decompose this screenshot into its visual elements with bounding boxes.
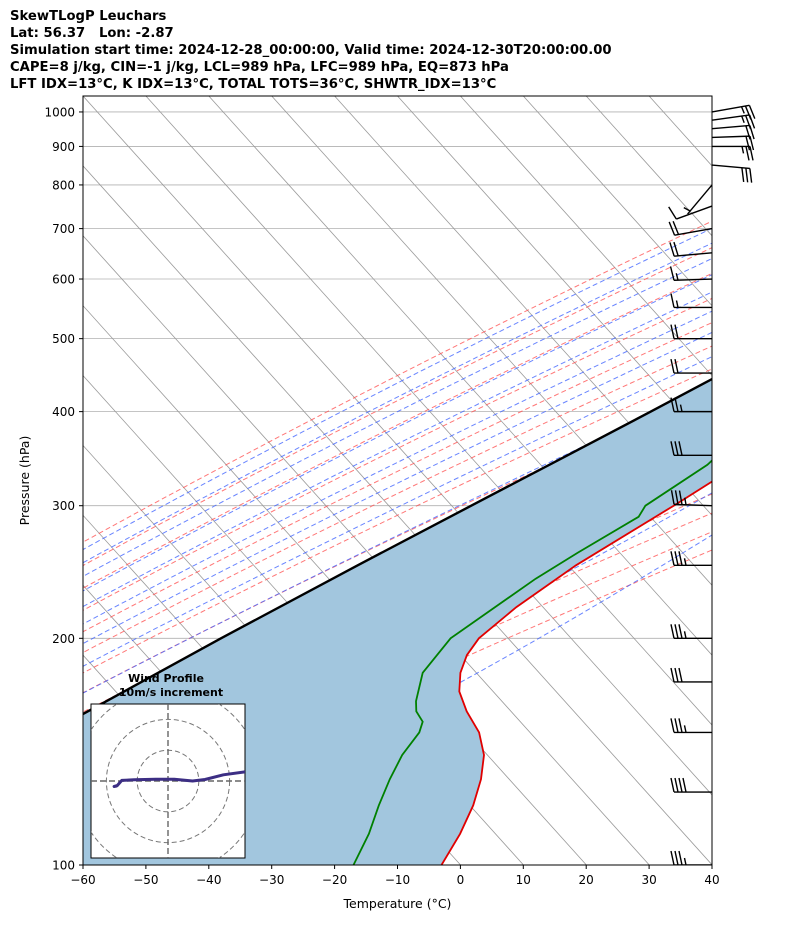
x-axis-label: Temperature (°C) [343,896,452,911]
isotherm-line [83,165,712,865]
x-tick-label: −50 [133,873,158,887]
moist-adiabat-line [83,310,712,625]
wind-barb [670,624,712,640]
dry-adiabat-line [83,368,712,674]
x-tick-label: 10 [516,873,531,887]
y-tick-label: 200 [52,632,75,646]
simulation-time-line: Simulation start time: 2024-12-28_00:00:… [10,43,612,58]
dry-adiabat-line [83,220,712,543]
isotherm-line [711,96,712,97]
wind-barb [711,124,755,140]
x-tick-label: 20 [579,873,594,887]
dry-adiabat-line [83,390,712,694]
wind-barb [711,164,753,183]
wind-barb [670,490,713,507]
isotherm-line [523,96,712,307]
wind-barb [669,241,713,257]
moist-adiabat-line [83,257,712,577]
isotherm-line [585,96,712,237]
y-tick-label: 100 [52,859,75,873]
axes: −60 −50 −40 −30 −20 −10 0 10 20 30 40 1000 900 800 700… [17,95,720,911]
wind-barb [668,205,713,220]
chart-title: SkewTLogP Leuchars [10,9,167,24]
isotherm-line [83,235,650,865]
wind-barb [670,293,712,309]
parcel-path-line [83,377,712,716]
hodograph-title: Wind Profile [128,672,204,685]
dry-adiabat-line [83,345,712,654]
hodograph-trace [112,770,245,788]
moist-adiabat-line [83,242,712,564]
hodograph-subtitle: 10m/s increment [119,686,223,699]
temperature-line [440,480,712,865]
y-tick-label: 900 [52,140,75,154]
y-tick-label: 800 [52,178,75,192]
wind-barb [668,220,713,236]
moist-adiabat-line [83,331,712,645]
wind-barb [683,184,713,215]
chart-header: SkewTLogP Leuchars Lat: 56.37 Lon: -2.87… [10,8,612,93]
isotherm-line [83,96,712,796]
wind-barbs [668,104,756,865]
wind-barb [711,135,755,151]
wind-barb [670,667,712,683]
y-tick-label: 400 [52,405,75,419]
wind-barb [670,397,712,413]
wind-barb [712,145,754,161]
wind-barb [670,551,712,567]
x-tick-label: −10 [385,873,410,887]
y-tick-label: 700 [52,222,75,236]
wind-barb [670,777,712,793]
y-axis-label: Pressure (hPa) [17,436,32,526]
x-tick-label: 30 [641,873,656,887]
moist-adiabat-line [83,274,712,592]
profile-lines [83,377,712,865]
x-tick-label: 0 [457,873,465,887]
x-tick-label: −40 [196,873,221,887]
isotherm-line [460,96,712,377]
wind-barb [670,441,712,456]
wind-barb [670,358,712,374]
wind-barb [670,324,712,340]
wind-barb [670,718,712,734]
x-tick-label: 40 [704,873,719,887]
y-tick-label: 500 [52,332,75,346]
indices-line: LFT IDX=13°C, K IDX=13°C, TOTAL TOTS=36°… [10,77,497,92]
x-tick-label: −30 [259,873,284,887]
y-tick-label: 600 [52,273,75,287]
location-line: Lat: 56.37 Lon: -2.87 [10,26,174,41]
isotherm-line [145,96,712,726]
dewpoint-line [352,459,712,865]
cape-line: CAPE=8 j/kg, CIN=-1 j/kg, LCL=989 hPa, L… [10,60,509,75]
y-tick-label: 1000 [44,105,75,119]
x-tick-label: −60 [70,873,95,887]
x-tick-label: −20 [322,873,347,887]
y-tick-label: 300 [52,499,75,513]
moist-adiabat-line [83,383,712,694]
wind-barb [669,266,713,282]
wind-barb [670,850,712,865]
isotherm-line [397,96,712,447]
mixing-ratio-line [781,96,794,279]
